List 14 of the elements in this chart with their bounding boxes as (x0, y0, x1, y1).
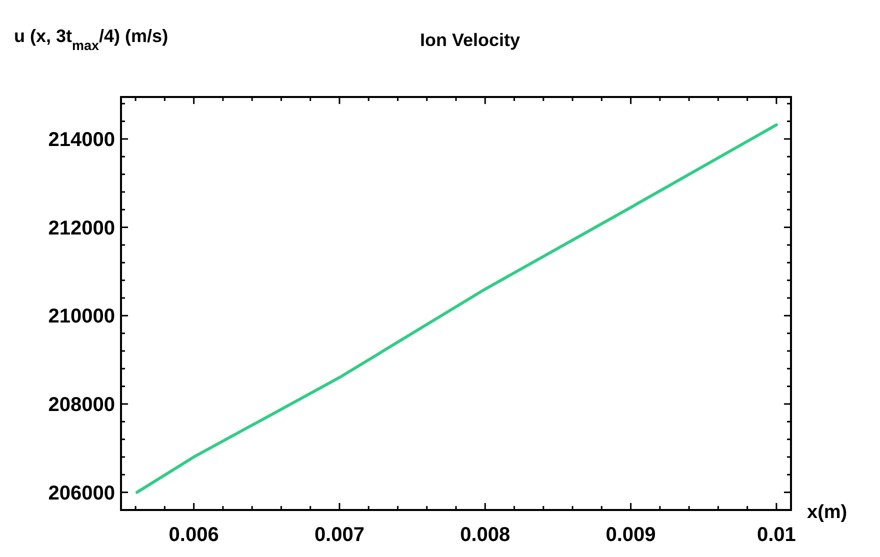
x-tick-label: 0.008 (460, 524, 510, 546)
y-tick-label: 208000 (48, 394, 115, 416)
line-series (136, 123, 778, 494)
y-axis-title: u (x, 3t$_{max}$/4) (m/s) (14, 26, 168, 52)
x-tick-label: 0.006 (168, 524, 219, 546)
x-tick-label: 0.007 (314, 524, 365, 546)
x-tick-label: 0.01 (756, 524, 796, 546)
x-tick-label: 0.009 (606, 524, 656, 546)
chart-title: Ion Velocity (420, 30, 520, 50)
y-tick-label: 212000 (48, 217, 115, 240)
x-axis-title: x(m) (807, 502, 848, 523)
y-tick-label: 214000 (48, 128, 115, 151)
y-tick-label: 206000 (48, 482, 115, 504)
y-tick-label: 210000 (48, 306, 115, 328)
